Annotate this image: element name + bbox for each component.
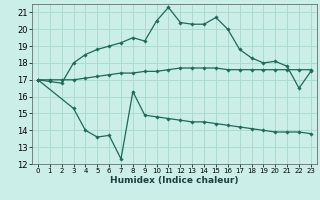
X-axis label: Humidex (Indice chaleur): Humidex (Indice chaleur) (110, 176, 239, 185)
